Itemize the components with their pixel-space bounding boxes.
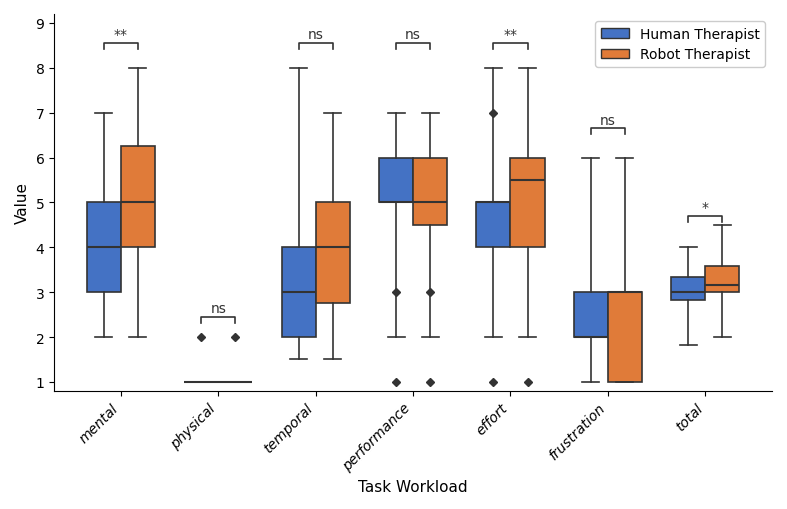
PathPatch shape bbox=[608, 293, 642, 382]
PathPatch shape bbox=[316, 203, 349, 304]
Text: *: * bbox=[702, 201, 709, 215]
PathPatch shape bbox=[671, 278, 705, 300]
Text: ns: ns bbox=[405, 29, 421, 42]
Legend: Human Therapist, Robot Therapist: Human Therapist, Robot Therapist bbox=[595, 22, 765, 68]
PathPatch shape bbox=[379, 158, 413, 203]
PathPatch shape bbox=[121, 147, 155, 248]
X-axis label: Task Workload: Task Workload bbox=[358, 479, 468, 494]
Text: **: ** bbox=[504, 29, 518, 42]
Text: ns: ns bbox=[308, 29, 323, 42]
PathPatch shape bbox=[282, 248, 316, 337]
PathPatch shape bbox=[476, 203, 511, 248]
PathPatch shape bbox=[511, 158, 545, 248]
PathPatch shape bbox=[413, 158, 447, 225]
Text: **: ** bbox=[114, 29, 127, 42]
PathPatch shape bbox=[87, 203, 121, 293]
PathPatch shape bbox=[574, 293, 608, 337]
Text: ns: ns bbox=[210, 301, 226, 316]
PathPatch shape bbox=[705, 267, 739, 293]
Y-axis label: Value: Value bbox=[15, 182, 30, 224]
Text: ns: ns bbox=[600, 114, 615, 127]
